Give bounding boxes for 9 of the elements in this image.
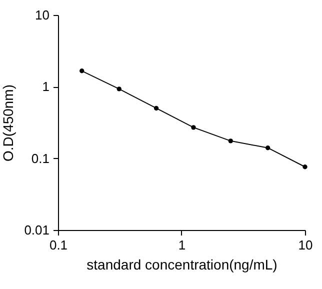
y-tick-label: 0.01 [24,222,50,238]
x-axis-title: standard concentration(ng/mL) [86,256,278,272]
x-tick-label: 0.1 [49,238,68,252]
x-tick-label: 1 [178,238,186,252]
y-tick-label: 10 [35,8,50,22]
y-tick-label: 0.1 [31,150,50,166]
y-tick-label: 1 [42,79,50,94]
x-tick-label: 10 [298,238,313,252]
y-axis-title: O.D(450nm) [0,84,16,162]
